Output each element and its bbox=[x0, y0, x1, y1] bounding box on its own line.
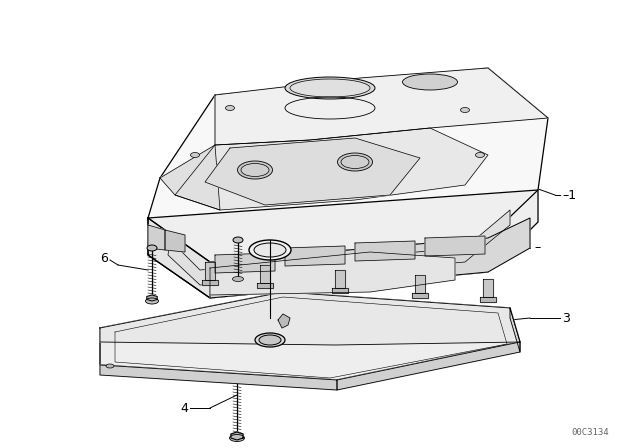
Text: –: – bbox=[534, 241, 540, 254]
Ellipse shape bbox=[225, 105, 234, 111]
Polygon shape bbox=[332, 288, 348, 293]
Ellipse shape bbox=[147, 245, 157, 251]
Polygon shape bbox=[335, 270, 345, 288]
Ellipse shape bbox=[191, 152, 200, 158]
Ellipse shape bbox=[403, 74, 458, 90]
Polygon shape bbox=[160, 145, 220, 210]
Ellipse shape bbox=[290, 79, 370, 97]
Ellipse shape bbox=[230, 435, 244, 441]
Polygon shape bbox=[148, 68, 548, 262]
Ellipse shape bbox=[461, 108, 470, 112]
Polygon shape bbox=[337, 342, 520, 390]
Polygon shape bbox=[148, 190, 538, 298]
Ellipse shape bbox=[232, 276, 243, 281]
Text: 6: 6 bbox=[100, 251, 108, 264]
Polygon shape bbox=[415, 275, 425, 293]
Polygon shape bbox=[425, 236, 485, 256]
Polygon shape bbox=[100, 365, 337, 390]
Polygon shape bbox=[147, 295, 157, 301]
Polygon shape bbox=[510, 308, 520, 352]
Text: 00C3134: 00C3134 bbox=[571, 427, 609, 436]
Polygon shape bbox=[175, 128, 488, 210]
Polygon shape bbox=[205, 262, 215, 280]
Polygon shape bbox=[148, 225, 165, 250]
Ellipse shape bbox=[255, 333, 285, 347]
Text: 3: 3 bbox=[562, 311, 570, 324]
Polygon shape bbox=[257, 283, 273, 289]
Ellipse shape bbox=[145, 298, 159, 304]
Ellipse shape bbox=[476, 152, 484, 158]
Ellipse shape bbox=[254, 243, 286, 257]
Ellipse shape bbox=[237, 161, 273, 179]
Ellipse shape bbox=[285, 77, 375, 99]
Polygon shape bbox=[215, 253, 275, 273]
Polygon shape bbox=[483, 279, 493, 297]
Text: 2: 2 bbox=[372, 233, 380, 246]
Polygon shape bbox=[100, 292, 520, 345]
Polygon shape bbox=[210, 218, 530, 298]
Polygon shape bbox=[231, 432, 243, 440]
Polygon shape bbox=[148, 218, 210, 298]
Ellipse shape bbox=[233, 237, 243, 243]
Polygon shape bbox=[278, 314, 290, 328]
Ellipse shape bbox=[106, 364, 114, 368]
Polygon shape bbox=[480, 297, 496, 302]
Ellipse shape bbox=[241, 164, 269, 177]
Ellipse shape bbox=[341, 155, 369, 168]
Text: –1: –1 bbox=[562, 189, 576, 202]
Polygon shape bbox=[355, 241, 415, 261]
Polygon shape bbox=[285, 246, 345, 266]
Text: 4: 4 bbox=[180, 401, 188, 414]
Polygon shape bbox=[205, 138, 420, 205]
Ellipse shape bbox=[337, 153, 372, 171]
Polygon shape bbox=[412, 293, 428, 297]
Polygon shape bbox=[215, 68, 548, 145]
Polygon shape bbox=[210, 252, 455, 295]
Ellipse shape bbox=[249, 240, 291, 260]
Polygon shape bbox=[100, 292, 520, 380]
Polygon shape bbox=[168, 210, 510, 285]
Polygon shape bbox=[165, 230, 185, 252]
Polygon shape bbox=[260, 265, 270, 283]
Ellipse shape bbox=[259, 335, 281, 345]
Text: 5: 5 bbox=[165, 255, 173, 268]
Polygon shape bbox=[202, 280, 218, 285]
